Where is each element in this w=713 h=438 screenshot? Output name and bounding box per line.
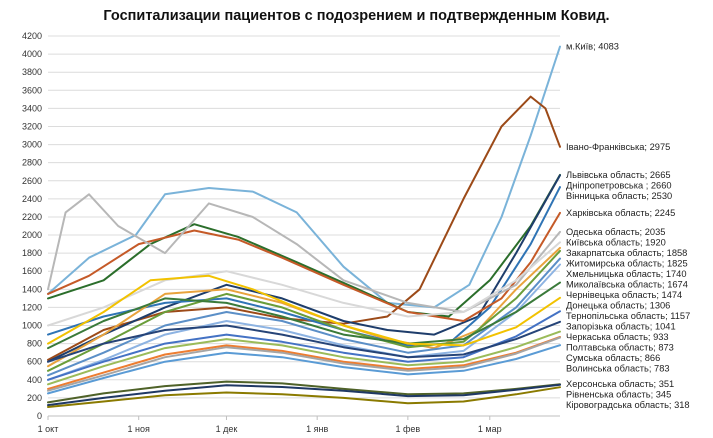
- x-tick-label: 1 фев: [396, 424, 421, 434]
- y-tick-label: 1000: [22, 321, 42, 331]
- y-tick-label: 2800: [22, 158, 42, 168]
- x-tick-label: 1 дек: [216, 424, 238, 434]
- series-label-5: Вінницька область; 2530: [566, 191, 672, 201]
- x-tick-label: 1 янв: [306, 424, 328, 434]
- series-line-12: [47, 263, 561, 381]
- series-line-21: [47, 380, 561, 404]
- y-tick-label: 2400: [22, 194, 42, 204]
- y-tick-label: 0: [37, 411, 42, 421]
- chart-title: Госпитализации пациентов с подозрением и…: [103, 8, 610, 24]
- y-tick-label: 1200: [22, 302, 42, 312]
- series-label-11: Хмельницька область; 1740: [566, 269, 687, 279]
- y-tick-label: 2000: [22, 230, 42, 240]
- x-tick-label: 1 мар: [478, 424, 502, 434]
- series-line-14: [47, 274, 561, 347]
- x-axis-tick-labels: 1 окт 1 ноя 1 дек 1 янв 1 фев 1 мар: [38, 416, 502, 434]
- series-label-21: Херсонська область; 351: [566, 379, 674, 389]
- series-label-4: Дніпропетровська ; 2660: [566, 180, 672, 190]
- series-label-8: Київська область; 1920: [566, 237, 666, 247]
- series-line-16: [47, 320, 561, 363]
- series-line-22: [47, 383, 561, 407]
- y-axis-tick-labels: 0 200 400 600 800 1000 1200 1400 1600 1800 2000 220…: [22, 31, 42, 421]
- y-tick-label: 1600: [22, 266, 42, 276]
- series-label-18: Полтавська область; 873: [566, 342, 674, 352]
- y-tick-label: 200: [27, 393, 42, 403]
- series-label-23: Кіровоградська область; 318: [566, 400, 690, 410]
- series-label-14: Донецька область; 1306: [566, 300, 670, 310]
- series-line-1: [47, 45, 561, 309]
- y-tick-label: 3600: [22, 85, 42, 95]
- series-label-3: Львівська область; 2665: [566, 170, 671, 180]
- series-label-10: Житомирська область; 1825: [566, 258, 688, 268]
- y-tick-label: 4000: [22, 49, 42, 59]
- series-label-15: Тернопільська область; 1157: [566, 311, 690, 321]
- y-tick-label: 400: [27, 375, 42, 385]
- y-tick-label: 3400: [22, 103, 42, 113]
- series-line-20: [47, 344, 561, 395]
- y-tick-label: 2600: [22, 176, 42, 186]
- series-lines: [47, 45, 561, 408]
- series-line-18: [47, 336, 561, 390]
- series-label-19: Сумська область; 866: [566, 353, 660, 363]
- series-label-1: м.Київ; 4083: [566, 42, 619, 52]
- series-label-12: Миколаївська область; 1674: [566, 279, 688, 289]
- y-tick-label: 4200: [22, 31, 42, 41]
- series-label-16: Запорізька область; 1041: [566, 321, 676, 331]
- series-end-labels: м.Київ; 4083 Івано-Франківська; 2975 Львів…: [566, 42, 690, 411]
- y-tick-label: 600: [27, 357, 42, 367]
- series-line-10: [47, 249, 561, 372]
- x-tick-label: 1 окт: [38, 424, 59, 434]
- series-label-20: Волинська область; 783: [566, 363, 670, 373]
- x-tick-label: 1 ноя: [128, 424, 150, 434]
- y-tick-label: 800: [27, 339, 42, 349]
- series-label-7: Одеська область; 2035: [566, 227, 665, 237]
- series-label-13: Чернівецька область; 1474: [566, 290, 682, 300]
- y-tick-label: 3200: [22, 121, 42, 131]
- series-line-17: [47, 330, 561, 386]
- series-line-23: [47, 386, 561, 408]
- series-label-6: Харківська область; 2245: [566, 208, 675, 218]
- series-label-9: Закарпатська область; 1858: [566, 248, 687, 258]
- series-line-19: [47, 336, 561, 392]
- series-line-3: [47, 173, 561, 318]
- y-tick-label: 1800: [22, 248, 42, 258]
- series-label-2: Івано-Франківська; 2975: [566, 142, 670, 152]
- series-line-6: [47, 211, 561, 322]
- y-tick-label: 3800: [22, 67, 42, 77]
- series-line-13: [47, 281, 561, 350]
- y-tick-label: 2200: [22, 212, 42, 222]
- series-line-8: [47, 241, 561, 327]
- y-tick-label: 3000: [22, 140, 42, 150]
- series-label-22: Рівненська область; 345: [566, 390, 671, 400]
- series-line-11: [47, 257, 561, 377]
- series-label-17: Черкаська область; 933: [566, 332, 669, 342]
- y-tick-label: 1400: [22, 284, 42, 294]
